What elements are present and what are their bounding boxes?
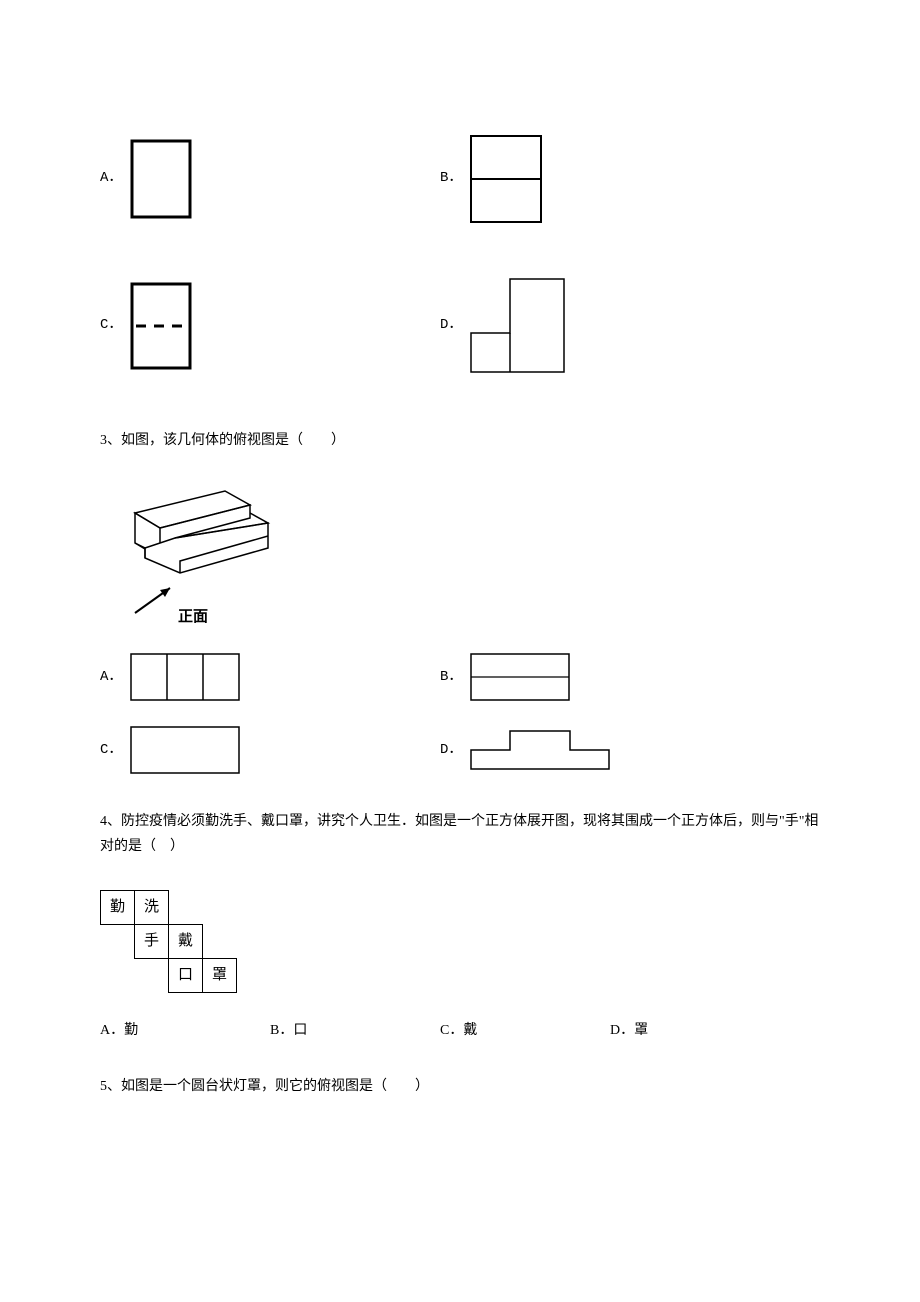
option-label: A． xyxy=(100,665,122,690)
q4-text: 4、防控疫情必须勤洗手、戴口罩，讲究个人卫生．如图是一个正方体展开图，现将其围成… xyxy=(100,809,820,859)
option-label: B． xyxy=(440,166,462,191)
q2-option-b: B． xyxy=(440,135,780,223)
q4-option-d: D．罩 xyxy=(610,1018,780,1044)
q3-option-c: C． xyxy=(100,726,440,774)
shape-rect-plain xyxy=(130,726,240,774)
q5-text: 5、如图是一个圆台状灯罩，则它的俯视图是（ ） xyxy=(100,1074,820,1099)
q3-options-row1: A． B． xyxy=(100,653,820,701)
cube-cell: 洗 xyxy=(134,890,169,925)
q2-options-row2: C． D． xyxy=(100,278,820,373)
option-label: B． xyxy=(440,665,462,690)
q3-3d-diagram: 正面 xyxy=(120,483,820,628)
q4-option-c: C．戴 xyxy=(440,1018,610,1044)
shape-rect-dashed xyxy=(130,282,192,370)
shape-rect2row xyxy=(470,653,570,701)
cube-cell: 口 xyxy=(168,958,203,993)
shape-rect xyxy=(130,139,192,219)
shape-rect-split xyxy=(470,135,542,223)
q4-option-a: A．勤 xyxy=(100,1018,270,1044)
q4-option-b: B．口 xyxy=(270,1018,440,1044)
q2-options-row1: A． B． xyxy=(100,135,820,223)
q3-text: 3、如图，该几何体的俯视图是（ ） xyxy=(100,428,820,453)
option-label: C． xyxy=(100,313,122,338)
front-label: 正面 xyxy=(178,608,208,625)
option-label: A． xyxy=(100,166,122,191)
option-label: D． xyxy=(440,738,462,763)
q2-option-d: D． xyxy=(440,278,780,373)
shape-rect3col xyxy=(130,653,240,701)
q3-option-d: D． xyxy=(440,730,780,770)
cube-cell: 勤 xyxy=(100,890,135,925)
cube-cell: 罩 xyxy=(202,958,237,993)
shape-step xyxy=(470,278,565,373)
option-label: C． xyxy=(100,738,122,763)
q2-option-a: A． xyxy=(100,139,440,219)
shape-t-notch xyxy=(470,730,610,770)
q3-options-row2: C． D． xyxy=(100,726,820,774)
cube-cell: 手 xyxy=(134,924,169,959)
cube-net: 勤 洗 手 戴 口 罩 xyxy=(100,890,820,993)
q3-option-b: B． xyxy=(440,653,780,701)
q4-options: A．勤 B．口 C．戴 D．罩 xyxy=(100,1018,820,1044)
q3-option-a: A． xyxy=(100,653,440,701)
q2-option-c: C． xyxy=(100,282,440,370)
option-label: D． xyxy=(440,313,462,338)
cube-cell: 戴 xyxy=(168,924,203,959)
